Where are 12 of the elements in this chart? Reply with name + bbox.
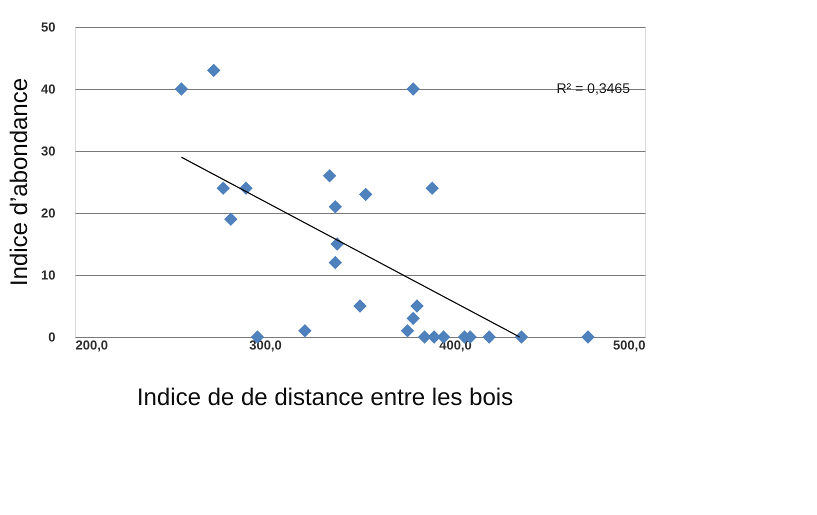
x-tick-label: 500,0 — [612, 338, 646, 352]
y-tick-label: 30 — [41, 144, 56, 158]
x-axis-title: Indice de de distance entre les bois — [136, 384, 514, 411]
y-tick-label: 20 — [41, 206, 56, 220]
y-tick-label: 50 — [41, 20, 56, 34]
y-tick-label: 40 — [41, 82, 56, 96]
y-tick-label: 0 — [48, 330, 56, 344]
x-tick-label: 300,0 — [249, 338, 282, 352]
y-axis-title: Indice d’abondance — [6, 78, 33, 286]
y-tick-label: 10 — [41, 268, 56, 282]
annotation: R² = 0,3465 — [556, 80, 630, 96]
x-tick-label: 200,0 — [76, 338, 108, 352]
